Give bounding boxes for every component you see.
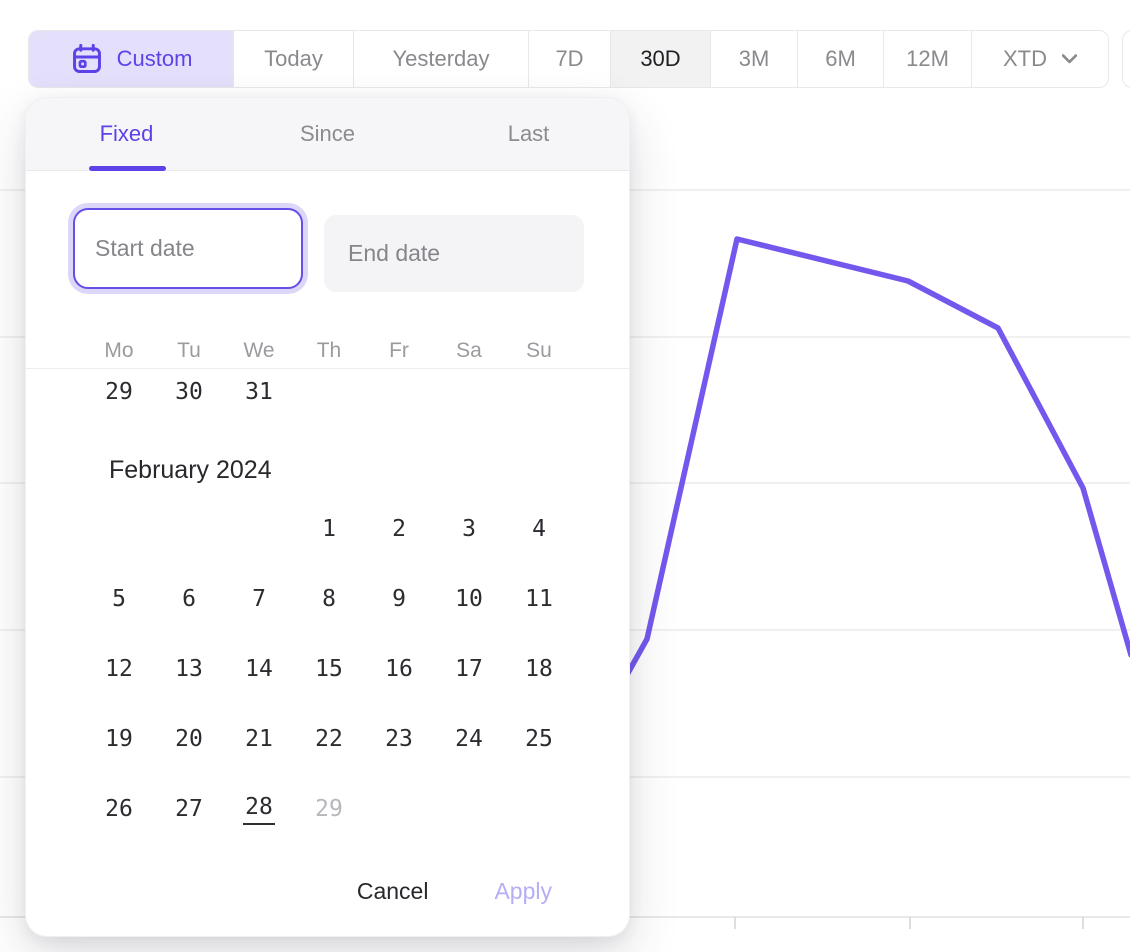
range-button-custom[interactable]: Custom [29, 31, 233, 87]
toolbar-overflow-button[interactable] [1122, 30, 1130, 88]
calendar-day[interactable]: 5 [112, 586, 126, 612]
calendar-day[interactable]: 15 [315, 656, 343, 682]
weekday-label: Tu [177, 339, 201, 362]
range-button-3m[interactable]: 3M [710, 31, 797, 87]
date-range-toolbar: Custom Today Yesterday 7D 30D 3M 6M 12M … [28, 30, 1109, 88]
weekday-label: Sa [456, 339, 482, 362]
range-button-30d[interactable]: 30D [610, 31, 710, 87]
calendar-day[interactable]: 30 [175, 379, 203, 405]
calendar-day-empty [504, 370, 574, 414]
start-date-input[interactable] [73, 208, 303, 289]
calendar-day[interactable]: 4 [532, 516, 546, 542]
calendar-day[interactable]: 8 [322, 586, 336, 612]
weekday-label: Su [526, 339, 552, 362]
tab-fixed[interactable]: Fixed [99, 121, 154, 146]
date-picker-tabs: Fixed Since Last [26, 98, 629, 171]
calendar-day[interactable]: 7 [252, 586, 266, 612]
calendar-day[interactable]: 21 [245, 726, 273, 752]
range-button-12m[interactable]: 12M [883, 31, 971, 87]
calendar-day[interactable]: 20 [175, 726, 203, 752]
calendar-row-january: 29 30 31 [84, 370, 574, 414]
range-button-yesterday[interactable]: Yesterday [353, 31, 528, 87]
calendar-icon [70, 42, 104, 76]
calendar-day-empty [154, 507, 224, 551]
calendar-day[interactable]: 2 [392, 516, 406, 542]
date-picker-popup: Fixed Since Last Mo Tu We Th Fr Sa Su 29… [25, 97, 630, 937]
calendar-day[interactable]: 27 [175, 796, 203, 822]
popup-footer: Cancel Apply [26, 866, 629, 916]
calendar-week: 5 6 7 8 9 10 11 [84, 577, 574, 621]
calendar-day-empty [224, 507, 294, 551]
calendar-day[interactable]: 13 [175, 656, 203, 682]
active-tab-underline [89, 166, 166, 171]
calendar-day[interactable]: 6 [182, 586, 196, 612]
calendar-day-empty [364, 787, 434, 831]
calendar-day[interactable]: 12 [105, 656, 133, 682]
calendar-day[interactable]: 1 [322, 516, 336, 542]
calendar-day[interactable]: 17 [455, 656, 483, 682]
tab-since[interactable]: Since [299, 121, 356, 146]
calendar-day[interactable]: 9 [392, 586, 406, 612]
calendar-day-today[interactable]: 28 [224, 787, 294, 831]
range-button-label: Custom [116, 46, 193, 71]
weekday-label: Fr [389, 339, 409, 362]
calendar-day[interactable]: 24 [455, 726, 483, 752]
calendar-day[interactable]: 11 [525, 586, 553, 612]
start-date-focus-ring [68, 203, 308, 294]
weekday-header: Mo Tu We Th Fr Sa Su [84, 329, 574, 373]
month-label: February 2024 [109, 456, 272, 484]
calendar-day-empty [364, 370, 434, 414]
weekday-divider [26, 368, 629, 369]
calendar-day[interactable]: 14 [245, 656, 273, 682]
range-button-7d[interactable]: 7D [528, 31, 610, 87]
calendar-day[interactable]: 25 [525, 726, 553, 752]
calendar-week: 12 13 14 15 16 17 18 [84, 647, 574, 691]
weekday-label: Th [316, 339, 342, 362]
cancel-button[interactable]: Cancel [356, 877, 429, 904]
calendar-day[interactable]: 29 [105, 379, 133, 405]
end-date-input[interactable] [324, 215, 584, 292]
calendar-day-empty [434, 370, 504, 414]
calendar-week: 19 20 21 22 23 24 25 [84, 717, 574, 761]
calendar-day[interactable]: 23 [385, 726, 413, 752]
weekday-label: Mo [104, 339, 134, 362]
chevron-down-icon [1062, 54, 1077, 64]
tab-last[interactable]: Last [507, 121, 550, 146]
apply-button[interactable]: Apply [494, 877, 552, 904]
range-button-today[interactable]: Today [233, 31, 353, 87]
calendar-day-empty [294, 370, 364, 414]
calendar-week: 26 27 28 29 [84, 787, 574, 831]
calendar-day[interactable]: 26 [105, 796, 133, 822]
calendar-day[interactable]: 31 [245, 379, 273, 405]
weekday-label: We [243, 339, 275, 362]
calendar-day-disabled: 29 [315, 796, 343, 822]
calendar-day-empty [84, 507, 154, 551]
calendar-day[interactable]: 19 [105, 726, 133, 752]
calendar-day[interactable]: 16 [385, 656, 413, 682]
calendar-day[interactable]: 10 [455, 586, 483, 612]
range-button-xtd[interactable]: XTD [971, 31, 1108, 87]
calendar-week: 1 2 3 4 [84, 507, 574, 551]
calendar-day-empty [504, 787, 574, 831]
range-button-6m[interactable]: 6M [797, 31, 883, 87]
calendar-day-empty [434, 787, 504, 831]
calendar-day[interactable]: 18 [525, 656, 553, 682]
calendar-day[interactable]: 22 [315, 726, 343, 752]
calendar-day[interactable]: 3 [462, 516, 476, 542]
